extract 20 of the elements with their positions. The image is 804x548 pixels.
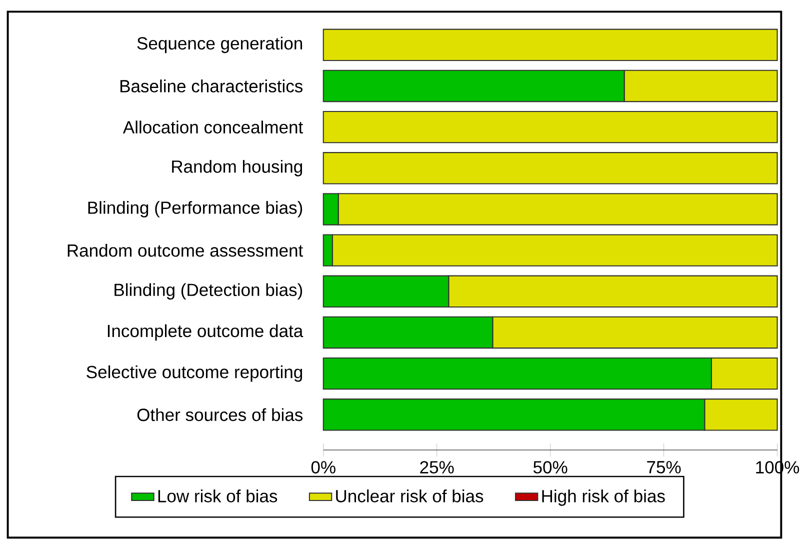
x-tick-label: 0% xyxy=(311,460,336,474)
y-tick-label: Blinding (Performance bias) xyxy=(88,200,302,218)
y-tick-label: Sequence generation xyxy=(137,36,302,53)
y-tick-label: Allocation concealment xyxy=(122,120,304,134)
y-tick-label: Incomplete outcome data xyxy=(108,324,304,340)
legend-label: High risk of bias xyxy=(542,489,665,506)
legend-label: Unclear risk of bias xyxy=(336,489,484,502)
x-tick-label: 75% xyxy=(647,460,681,474)
legend-label: Low risk of bias xyxy=(158,489,278,502)
y-tick-label: Selective outcome reporting xyxy=(86,365,302,382)
y-tick-label: Blinding (Detection bias) xyxy=(114,283,302,300)
x-tick-label: 25% xyxy=(420,460,454,474)
y-tick-label: Random outcome assessment xyxy=(68,244,304,257)
bar xyxy=(322,110,778,143)
bar xyxy=(322,152,778,184)
y-tick-label: Baseline characteristics xyxy=(120,79,303,92)
bar xyxy=(322,28,778,61)
y-tick-label: Other sources of bias xyxy=(137,408,303,421)
y-tick-label: Random housing xyxy=(172,160,302,176)
x-tick-label: 50% xyxy=(533,460,568,474)
